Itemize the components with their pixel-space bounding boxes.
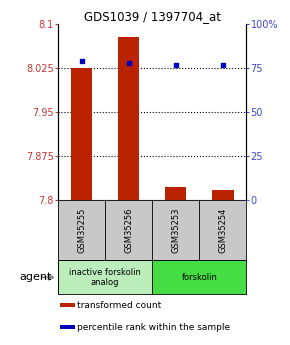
Text: GSM35255: GSM35255 xyxy=(77,207,86,253)
Text: GSM35254: GSM35254 xyxy=(218,207,227,253)
Bar xyxy=(152,260,246,294)
Title: GDS1039 / 1397704_at: GDS1039 / 1397704_at xyxy=(84,10,221,23)
Bar xyxy=(60,325,75,329)
Bar xyxy=(212,190,233,200)
Bar xyxy=(60,304,75,307)
Bar xyxy=(165,187,186,200)
Text: percentile rank within the sample: percentile rank within the sample xyxy=(77,323,230,332)
Text: forskolin: forskolin xyxy=(182,273,217,282)
Bar xyxy=(71,68,92,200)
Text: GSM35256: GSM35256 xyxy=(124,207,133,253)
Text: transformed count: transformed count xyxy=(77,301,161,310)
Text: agent: agent xyxy=(20,272,52,282)
Text: inactive forskolin
analog: inactive forskolin analog xyxy=(69,268,141,287)
Bar xyxy=(118,37,139,200)
Bar xyxy=(58,260,152,294)
Text: GSM35253: GSM35253 xyxy=(171,207,180,253)
